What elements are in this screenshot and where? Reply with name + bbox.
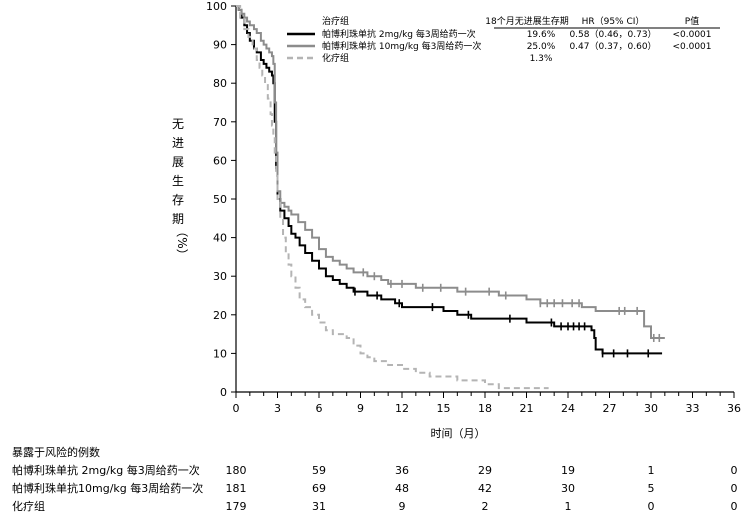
- x-tick-label: 15: [437, 402, 451, 415]
- risk-count: 180: [226, 464, 247, 477]
- legend-label: 化疗组: [322, 52, 349, 64]
- series-line-1: [236, 5, 663, 355]
- x-tick-label: 9: [357, 402, 364, 415]
- x-tick-label: 3: [274, 402, 281, 415]
- x-tick-label: 21: [520, 402, 534, 415]
- y-tick-label: 60: [213, 154, 227, 167]
- legend-pfs18: 19.6%: [527, 30, 556, 40]
- risk-row-label: 化疗组: [12, 499, 45, 513]
- y-label-char: 期: [172, 212, 184, 226]
- risk-count: 48: [395, 482, 409, 495]
- risk-count: 59: [312, 464, 326, 477]
- y-tick-label: 20: [213, 309, 227, 322]
- legend-p: <0.0001: [672, 30, 711, 40]
- x-tick-label: 12: [395, 402, 409, 415]
- y-label-char: 进: [172, 136, 184, 150]
- legend-p: <0.0001: [672, 42, 711, 52]
- x-tick-label: 33: [686, 402, 700, 415]
- x-tick-label: 27: [603, 402, 617, 415]
- risk-count: 0: [731, 482, 738, 495]
- legend-title: 治疗组: [322, 15, 349, 27]
- risk-count: 181: [226, 482, 247, 495]
- risk-count: 29: [478, 464, 492, 477]
- risk-count: 31: [312, 500, 326, 513]
- risk-count: 9: [399, 500, 406, 513]
- y-label-char: 无: [172, 117, 184, 131]
- y-label-unit: （%）: [175, 225, 189, 260]
- y-tick-label: 50: [213, 193, 227, 206]
- legend-col-pfs18: 18个月无进展生存期: [485, 15, 568, 27]
- legend-pfs18: 1.3%: [530, 54, 553, 64]
- legend-col-p: P值: [685, 15, 699, 27]
- risk-row-label: 帕博利珠单抗 2mg/kg 每3周给药一次: [12, 463, 200, 477]
- y-tick-label: 70: [213, 116, 227, 129]
- y-tick-label: 40: [213, 232, 227, 245]
- risk-table-title: 暴露于风险的例数: [12, 445, 100, 459]
- y-tick-label: 100: [206, 0, 227, 13]
- risk-count: 1: [648, 464, 655, 477]
- legend-pfs18: 25.0%: [527, 42, 556, 52]
- risk-count: 30: [561, 482, 575, 495]
- y-label-char: 存: [172, 193, 184, 207]
- x-axis-label: 时间（月）: [431, 427, 486, 440]
- risk-count: 36: [395, 464, 409, 477]
- x-tick-label: 30: [644, 402, 658, 415]
- y-tick-label: 90: [213, 39, 227, 52]
- risk-count: 1: [565, 500, 572, 513]
- legend-label: 帕博利珠单抗 2mg/kg 每3周给药一次: [322, 28, 476, 40]
- legend-col-hr: HR（95% CI）: [582, 16, 645, 27]
- x-tick-label: 18: [478, 402, 492, 415]
- risk-count: 5: [648, 482, 655, 495]
- y-label-char: 展: [172, 155, 184, 169]
- series-line-3: [236, 5, 549, 390]
- risk-count: 69: [312, 482, 326, 495]
- series-layer: [236, 5, 665, 390]
- x-tick-label: 0: [233, 402, 240, 415]
- y-tick-label: 10: [213, 347, 227, 360]
- y-axis-label: 无进展生存期（%）: [172, 117, 189, 261]
- risk-count: 42: [478, 482, 492, 495]
- y-tick-label: 0: [220, 386, 227, 399]
- risk-count: 0: [731, 500, 738, 513]
- risk-row-label: 帕博利珠单抗10mg/kg 每3周给药一次: [12, 481, 203, 495]
- risk-count: 2: [482, 500, 489, 513]
- x-tick-label: 36: [727, 402, 741, 415]
- y-tick-label: 30: [213, 270, 227, 283]
- risk-count: 0: [731, 464, 738, 477]
- x-tick-label: 24: [561, 402, 575, 415]
- legend-hr: 0.58（0.46，0.73）: [569, 29, 656, 40]
- y-tick-label: 80: [213, 77, 227, 90]
- risk-count: 19: [561, 464, 575, 477]
- legend-label: 帕博利珠单抗 10mg/kg 每3周给药一次: [322, 40, 481, 52]
- y-label-char: 生: [172, 174, 184, 188]
- x-tick-label: 6: [316, 402, 323, 415]
- risk-count: 0: [648, 500, 655, 513]
- legend-hr: 0.47（0.37，0.60）: [569, 41, 656, 52]
- risk-count: 179: [226, 500, 247, 513]
